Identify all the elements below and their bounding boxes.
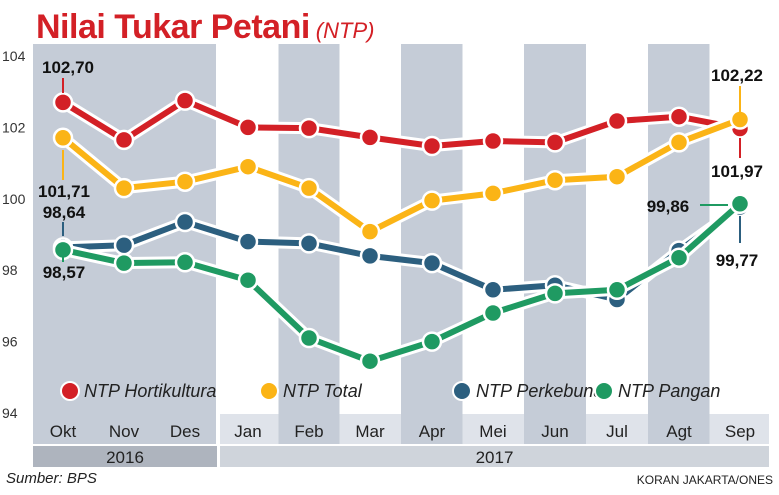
- y-tick-label: 96: [2, 334, 18, 350]
- x-tick-label-mei: Mei: [479, 422, 506, 441]
- y-tick-label: 100: [2, 191, 26, 207]
- series-line-ntp-hortikultura: [60, 97, 743, 149]
- data-point-ntp-hortikultura-jun: [544, 132, 566, 153]
- data-label-ntp-hortikultura-sep: 101,97: [711, 162, 763, 181]
- data-point-ntp-pangan-jun: [544, 283, 566, 304]
- year-bar-2016: [33, 446, 217, 467]
- data-label-ntp-perkebunan-sep: 99,77: [716, 251, 759, 270]
- data-point-ntp-pangan-feb: [298, 327, 320, 349]
- x-tick-label-feb: Feb: [294, 422, 323, 441]
- y-tick-label: 94: [2, 405, 18, 421]
- data-point-ntp-total-apr: [421, 190, 443, 211]
- year-label-2017: 2017: [476, 448, 514, 467]
- data-point-ntp-perkebunan-mei: [482, 279, 504, 301]
- credit-note: KORAN JAKARTA/ONES: [636, 473, 773, 487]
- data-point-ntp-total-jan: [237, 156, 259, 177]
- data-point-ntp-total-nov: [113, 177, 135, 199]
- legend-swatch-ntp-perkebunan: [452, 381, 472, 401]
- legend-label-ntp-total: NTP Total: [283, 381, 363, 401]
- data-point-ntp-hortikultura-nov: [113, 129, 135, 151]
- legend-label-ntp-perkebunan: NTP Perkebunan: [476, 381, 613, 401]
- data-point-ntp-total-des: [174, 171, 196, 192]
- x-tick-label-okt: Okt: [50, 422, 77, 441]
- data-point-ntp-pangan-agt: [668, 247, 690, 268]
- data-point-ntp-hortikultura-mar: [359, 127, 381, 148]
- x-tick-label-des: Des: [170, 422, 200, 441]
- year-label-2016: 2016: [106, 448, 144, 467]
- series-ntp-total: [52, 109, 751, 242]
- data-point-ntp-pangan-jan: [237, 269, 259, 291]
- month-column-base-mar: [339, 414, 401, 444]
- data-point-ntp-total-feb: [298, 177, 320, 199]
- data-point-ntp-perkebunan-apr: [421, 252, 443, 274]
- data-point-ntp-pangan-des: [174, 252, 196, 273]
- data-point-ntp-hortikultura-des: [174, 90, 196, 111]
- x-tick-label-jul: Jul: [606, 422, 628, 441]
- data-point-ntp-total-jul: [606, 166, 628, 187]
- chart-title: Nilai Tukar Petani: [36, 8, 310, 46]
- data-point-ntp-hortikultura-agt: [668, 106, 690, 127]
- data-point-ntp-pangan-sep: [729, 193, 751, 215]
- data-label-ntp-pangan-sep: 99,86: [647, 197, 690, 216]
- x-tick-label-sep: Sep: [725, 422, 755, 441]
- data-label-ntp-perkebunan-okt: 98,64: [43, 203, 86, 222]
- title-block: Nilai Tukar Petani (NTP): [36, 8, 374, 47]
- series-line-ntp-perkebunan: [60, 204, 743, 303]
- month-column-base-sep: [709, 414, 769, 444]
- data-point-ntp-hortikultura-mei: [482, 130, 504, 152]
- chart-subtitle: (NTP): [315, 18, 375, 43]
- data-point-ntp-perkebunan-jan: [237, 231, 259, 252]
- data-point-ntp-hortikultura-okt: [52, 92, 74, 113]
- data-point-ntp-perkebunan-des: [174, 211, 196, 233]
- data-point-ntp-pangan-mar: [359, 350, 381, 372]
- y-tick-label: 102: [2, 119, 26, 135]
- data-point-ntp-total-mei: [482, 183, 504, 204]
- data-point-ntp-total-okt: [52, 127, 74, 149]
- data-label-ntp-total-sep: 102,22: [711, 66, 763, 85]
- x-tick-label-mar: Mar: [355, 422, 385, 441]
- data-label-ntp-total-okt: 101,71: [38, 182, 90, 201]
- data-point-ntp-total-mar: [359, 221, 381, 242]
- month-column-base-jul: [586, 414, 648, 444]
- data-point-ntp-pangan-nov: [113, 252, 135, 274]
- data-point-ntp-pangan-apr: [421, 331, 443, 352]
- x-tick-label-agt: Agt: [666, 422, 692, 441]
- y-tick-label: 104: [2, 48, 26, 64]
- year-bar-2017: [220, 446, 769, 467]
- x-tick-label-jun: Jun: [541, 422, 568, 441]
- data-point-ntp-total-agt: [668, 132, 690, 153]
- data-point-ntp-perkebunan-mar: [359, 245, 381, 267]
- month-column-shade-apr: [401, 44, 463, 444]
- data-label-ntp-hortikultura-okt: 102,70: [42, 58, 94, 77]
- y-tick-label: 98: [2, 262, 18, 278]
- x-tick-label-apr: Apr: [419, 422, 446, 441]
- data-point-ntp-perkebunan-feb: [298, 233, 320, 254]
- legend-label-ntp-hortikultura: NTP Hortikultura: [84, 381, 216, 401]
- data-point-ntp-hortikultura-jul: [606, 110, 628, 132]
- data-point-ntp-hortikultura-feb: [298, 117, 320, 139]
- legend-swatch-ntp-hortikultura: [60, 381, 80, 401]
- month-column-shade-jun: [524, 44, 586, 444]
- x-tick-label-nov: Nov: [109, 422, 140, 441]
- source-note: Sumber: BPS: [6, 470, 97, 487]
- data-point-ntp-pangan-jul: [606, 279, 628, 301]
- data-point-ntp-hortikultura-jan: [237, 117, 259, 138]
- data-label-ntp-pangan-okt: 98,57: [43, 263, 86, 282]
- legend-swatch-ntp-pangan: [594, 381, 614, 401]
- month-column-base-mei: [462, 414, 524, 444]
- data-point-ntp-pangan-mei: [482, 302, 504, 324]
- legend-label-ntp-pangan: NTP Pangan: [618, 381, 720, 401]
- month-column-base-jan: [216, 414, 279, 444]
- legend-swatch-ntp-total: [259, 381, 279, 401]
- data-point-ntp-total-jun: [544, 169, 566, 191]
- data-point-ntp-total-sep: [729, 109, 751, 130]
- series-ntp-pangan: [52, 193, 751, 372]
- x-tick-label-jan: Jan: [234, 422, 261, 441]
- data-point-ntp-hortikultura-apr: [421, 135, 443, 157]
- data-point-ntp-perkebunan-nov: [113, 234, 135, 256]
